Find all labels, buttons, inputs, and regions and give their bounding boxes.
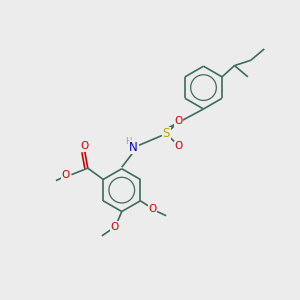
Text: O: O: [110, 222, 118, 232]
Text: O: O: [61, 170, 70, 180]
Text: O: O: [175, 141, 183, 151]
Text: N: N: [129, 140, 138, 154]
Text: H: H: [125, 137, 131, 146]
Text: O: O: [175, 116, 183, 126]
Text: O: O: [149, 204, 157, 214]
Text: O: O: [81, 141, 89, 152]
Text: S: S: [163, 127, 170, 140]
